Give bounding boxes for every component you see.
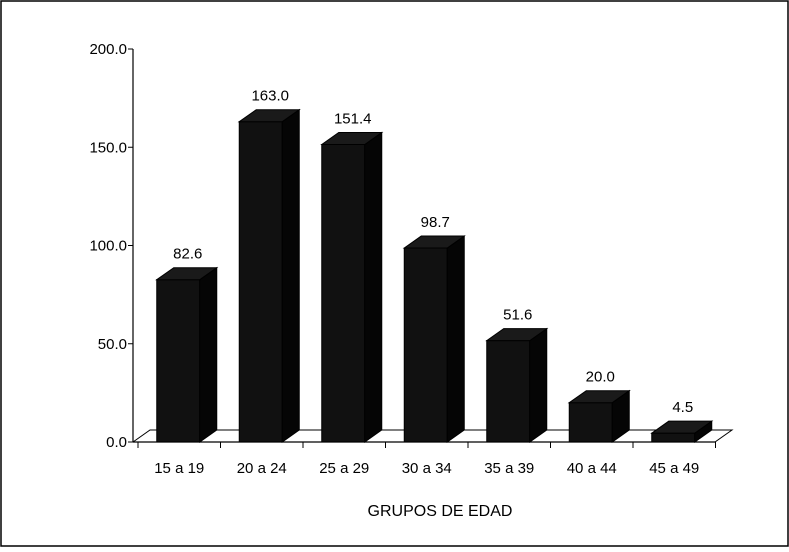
bar-side — [281, 108, 300, 443]
x-tick-label: 25 a 29 — [319, 460, 369, 477]
bar — [237, 108, 301, 443]
bar-top — [485, 328, 549, 342]
data-label: 98.7 — [421, 214, 450, 231]
bar-side — [364, 131, 383, 443]
bar — [485, 327, 549, 443]
x-axis-label: GRUPOS DE EDAD — [368, 503, 513, 520]
data-label: 82.6 — [173, 246, 202, 263]
bar-top — [567, 390, 631, 404]
bar — [567, 389, 631, 443]
y-tick-label: 50.0 — [98, 336, 127, 353]
x-tick-label: 30 a 34 — [402, 460, 452, 477]
bar-top — [155, 267, 219, 281]
bar-side — [446, 235, 465, 443]
y-tick-label: 200.0 — [89, 41, 127, 58]
data-label: 20.0 — [586, 369, 615, 386]
data-label: 151.4 — [334, 110, 372, 127]
bar-front — [238, 121, 283, 443]
bar-top — [320, 131, 384, 145]
bar-top — [402, 235, 466, 249]
axes: 0.0 50.0 100.0 150.0 200.0 15 a 19 20 a 24 25 a… — [89, 41, 716, 477]
x-tick-label: 15 a 19 — [154, 460, 204, 477]
bar-front — [651, 432, 696, 443]
bar-side — [199, 266, 218, 443]
bar-front — [568, 402, 613, 443]
bar-front — [156, 279, 201, 443]
y-tick-label: 150.0 — [89, 139, 127, 156]
bar-front — [321, 143, 366, 443]
bar-front — [486, 340, 531, 443]
y-tick-label: 100.0 — [89, 238, 127, 255]
bar-side — [529, 327, 548, 443]
x-tick-label: 40 a 44 — [567, 460, 617, 477]
x-tick-label: 35 a 39 — [484, 460, 534, 477]
x-tick-label: 20 a 24 — [237, 460, 287, 477]
bar-top — [650, 420, 714, 434]
data-label: 4.5 — [672, 399, 693, 416]
bar — [650, 420, 714, 443]
bars: 82.6 163.0 151.4 98.7 51.6 20.0 4.5 — [155, 88, 714, 443]
bar-top — [237, 109, 301, 123]
x-tick-label: 45 a 49 — [649, 460, 699, 477]
bar — [155, 266, 219, 443]
y-tick-label: 0.0 — [106, 434, 127, 451]
bar — [320, 131, 384, 443]
bar — [402, 235, 466, 443]
data-label: 163.0 — [251, 88, 289, 105]
bar-front — [403, 247, 448, 443]
data-label: 51.6 — [503, 307, 532, 324]
